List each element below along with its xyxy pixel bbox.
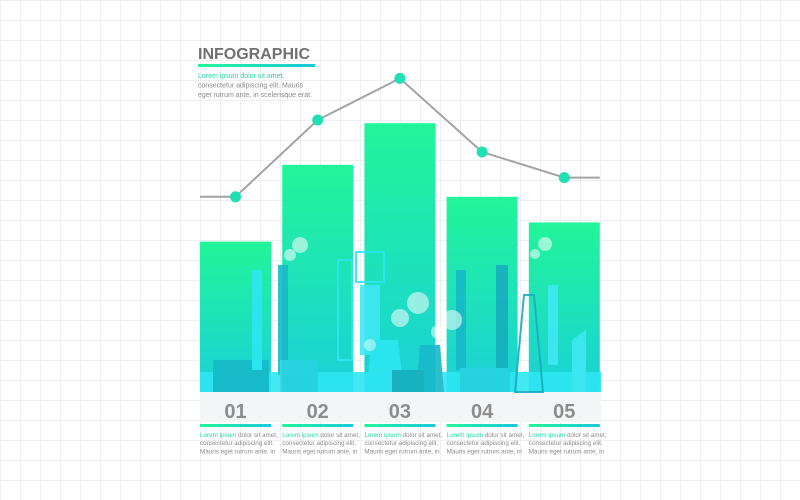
bar — [282, 164, 354, 392]
caption-line: Lorem ipsum dolor sit amet, — [529, 432, 607, 439]
line-marker — [476, 146, 488, 158]
caption-line: consectetur adipiscing elit. — [364, 440, 438, 447]
caption-text: dolor sit amet, — [567, 432, 607, 439]
caption-underline — [528, 424, 600, 427]
intro-line: consectetur adipiscing elit. Mauris — [198, 83, 304, 90]
caption-line: Lorem ipsum dolor sit amet, — [200, 432, 278, 439]
caption-line: consectetur adipiscing elit. — [447, 440, 521, 447]
caption-text: dolor sit amet, — [485, 432, 525, 439]
caption-line: Mauris eget rutrum ante, in — [364, 449, 440, 456]
caption-line: Mauris eget rutrum ante, in — [529, 449, 605, 456]
factory-silhouettes — [200, 237, 601, 393]
caption-line: Mauris eget rutrum ante, in — [447, 449, 523, 456]
caption-highlight: Lorem ipsum — [529, 432, 565, 439]
caption-line: consectetur adipiscing elit. — [282, 440, 356, 447]
caption-highlight: Lorem ipsum — [364, 432, 400, 439]
caption-line: Lorem ipsum dolor sit amet, — [447, 432, 525, 439]
caption-highlight: Lorem ipsum — [447, 432, 483, 439]
caption-highlight: Lorem ipsum — [200, 432, 236, 439]
category-label: 03 — [389, 401, 411, 423]
intro-line: Lorem ipsum dolor sit amet, — [198, 73, 284, 80]
category-label: 02 — [307, 401, 329, 423]
caption-line: Lorem ipsum dolor sit amet, — [364, 432, 442, 439]
caption-underline — [364, 424, 436, 427]
caption-line: consectetur adipiscing elit. — [200, 440, 274, 447]
caption-text: dolor sit amet, — [238, 432, 278, 439]
caption-line: Mauris eget rutrum ante, in — [282, 449, 358, 456]
line-marker — [312, 114, 324, 126]
intro-line: eget rutrum ante, in scelerisque erat. — [198, 92, 312, 99]
category-label: 05 — [553, 401, 575, 423]
caption-underline — [282, 424, 354, 427]
caption-line: Mauris eget rutrum ante, in — [200, 449, 276, 456]
caption-text: dolor sit amet, — [403, 432, 443, 439]
caption-underline — [446, 424, 518, 427]
category-label: 01 — [224, 401, 246, 423]
line-marker — [394, 72, 406, 84]
number-band — [200, 392, 601, 422]
line-marker — [230, 191, 241, 203]
caption-highlight: Lorem ipsum — [282, 432, 318, 439]
title-underline — [198, 64, 315, 67]
caption-underline — [200, 424, 271, 427]
caption-line: Lorem ipsum dolor sit amet, — [282, 432, 360, 439]
line-marker — [558, 172, 570, 184]
category-label: 04 — [471, 401, 494, 423]
caption-line: consectetur adipiscing elit. — [529, 440, 603, 447]
title: INFOGRAPHIC — [198, 46, 310, 63]
caption-text: dolor sit amet, — [320, 432, 360, 439]
